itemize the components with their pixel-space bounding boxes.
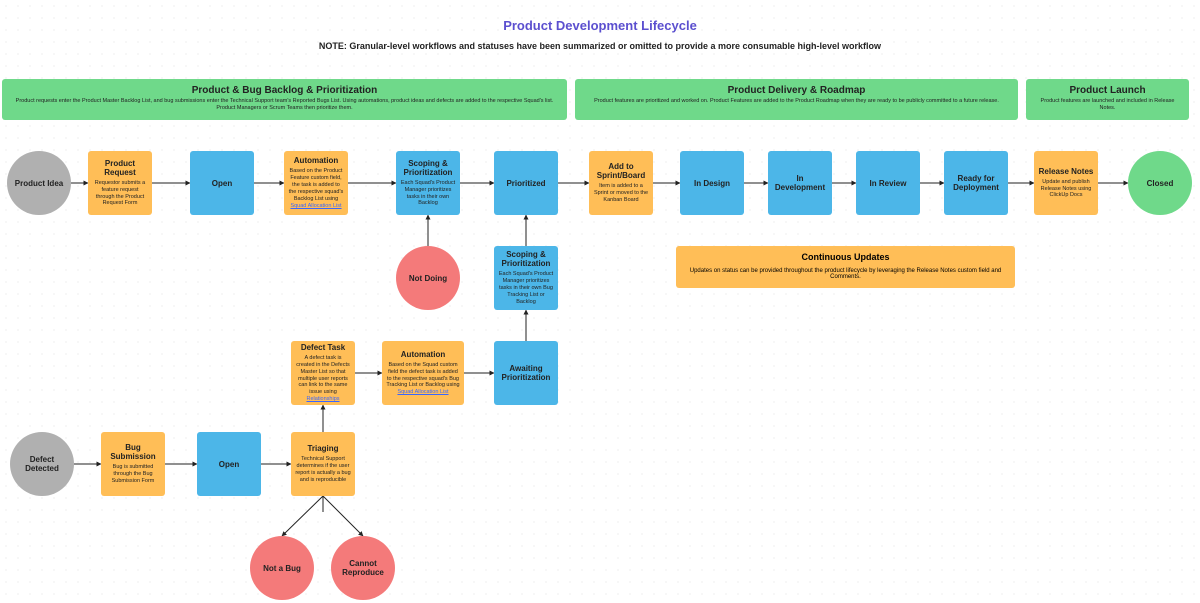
node-sub: A defect task is created in the Defects … bbox=[295, 355, 351, 403]
node-addsprint: Add to Sprint/Board Item is added to a Sp… bbox=[589, 151, 653, 215]
node-label: Open bbox=[212, 179, 232, 188]
continuous-desc: Updates on status can be provided throug… bbox=[682, 268, 1009, 280]
node-label: Triaging bbox=[307, 444, 338, 453]
node-link[interactable]: Relationships bbox=[306, 396, 339, 402]
node-deploy: Ready for Deployment bbox=[944, 151, 1008, 215]
node-request: Product Request Requestor submits a featu… bbox=[88, 151, 152, 215]
node-link[interactable]: Squad Allocation List bbox=[397, 389, 448, 395]
node-label: Add to Sprint/Board bbox=[593, 162, 649, 180]
node-label: In Development bbox=[772, 174, 828, 192]
node-link[interactable]: Squad Allocation List bbox=[290, 203, 341, 209]
node-open2: Open bbox=[197, 432, 261, 496]
node-closed: Closed bbox=[1128, 151, 1192, 215]
node-review: In Review bbox=[856, 151, 920, 215]
node-label: Bug Submission bbox=[105, 443, 161, 461]
node-label: Scoping & Prioritization bbox=[498, 250, 554, 268]
node-label: In Design bbox=[694, 179, 730, 188]
node-bugsub: Bug Submission Bug is submitted through t… bbox=[101, 432, 165, 496]
node-label: Closed bbox=[1147, 179, 1174, 188]
node-label: Not Doing bbox=[409, 274, 447, 283]
node-label: Cannot Reproduce bbox=[335, 559, 391, 577]
node-sub: Bug is submitted through the Bug Submiss… bbox=[105, 464, 161, 485]
node-auto1: Automation Based on the Product Feature c… bbox=[284, 151, 348, 215]
node-defect: Defect Detected bbox=[10, 432, 74, 496]
node-label: Scoping & Prioritization bbox=[400, 159, 456, 177]
node-defecttask: Defect Task A defect task is created in t… bbox=[291, 341, 355, 405]
node-notbug: Not a Bug bbox=[250, 536, 314, 600]
continuous-updates-card: Continuous Updates Updates on status can… bbox=[676, 246, 1015, 288]
node-label: Defect Detected bbox=[14, 455, 70, 473]
node-sub: Requestor submits a feature request thro… bbox=[92, 180, 148, 208]
node-label: Defect Task bbox=[301, 343, 345, 352]
node-design: In Design bbox=[680, 151, 744, 215]
node-label: Prioritized bbox=[506, 179, 545, 188]
node-scoping1: Scoping & Prioritization Each Squad's Pro… bbox=[396, 151, 460, 215]
node-sub: Update and publish Release Notes using C… bbox=[1038, 179, 1094, 200]
node-scoping2: Scoping & Prioritization Each Squad's Pro… bbox=[494, 246, 558, 310]
node-auto2: Automation Based on the Squad custom fiel… bbox=[382, 341, 464, 405]
node-label: Product Request bbox=[92, 159, 148, 177]
node-sub: Based on the Squad custom field the defe… bbox=[386, 362, 460, 396]
node-sub: Each Squad's Product Manager prioritizes… bbox=[498, 271, 554, 305]
node-noreproduce: Cannot Reproduce bbox=[331, 536, 395, 600]
node-sub: Based on the Product Feature custom fiel… bbox=[288, 168, 344, 209]
arrows-layer bbox=[0, 0, 1200, 603]
node-dev: In Development bbox=[768, 151, 832, 215]
node-sub: Technical Support determines if the user… bbox=[295, 456, 351, 484]
node-label: Automation bbox=[401, 350, 445, 359]
node-label: Awaiting Prioritization bbox=[498, 364, 554, 382]
node-awaiting: Awaiting Prioritization bbox=[494, 341, 558, 405]
node-notdoing: Not Doing bbox=[396, 246, 460, 310]
node-sub: Item is added to a Sprint or moved to th… bbox=[593, 183, 649, 204]
node-idea: Product Idea bbox=[7, 151, 71, 215]
node-prioritized: Prioritized bbox=[494, 151, 558, 215]
node-label: Automation bbox=[294, 156, 338, 165]
node-label: Not a Bug bbox=[263, 564, 301, 573]
node-label: Product Idea bbox=[15, 179, 63, 188]
node-label: Ready for Deployment bbox=[948, 174, 1004, 192]
node-open1: Open bbox=[190, 151, 254, 215]
node-label: In Review bbox=[870, 179, 907, 188]
continuous-title: Continuous Updates bbox=[682, 252, 1009, 262]
node-label: Open bbox=[219, 460, 239, 469]
node-label: Release Notes bbox=[1039, 167, 1094, 176]
node-sub: Each Squad's Product Manager prioritizes… bbox=[400, 180, 456, 208]
node-triaging: Triaging Technical Support determines if … bbox=[291, 432, 355, 496]
node-release: Release Notes Update and publish Release … bbox=[1034, 151, 1098, 215]
